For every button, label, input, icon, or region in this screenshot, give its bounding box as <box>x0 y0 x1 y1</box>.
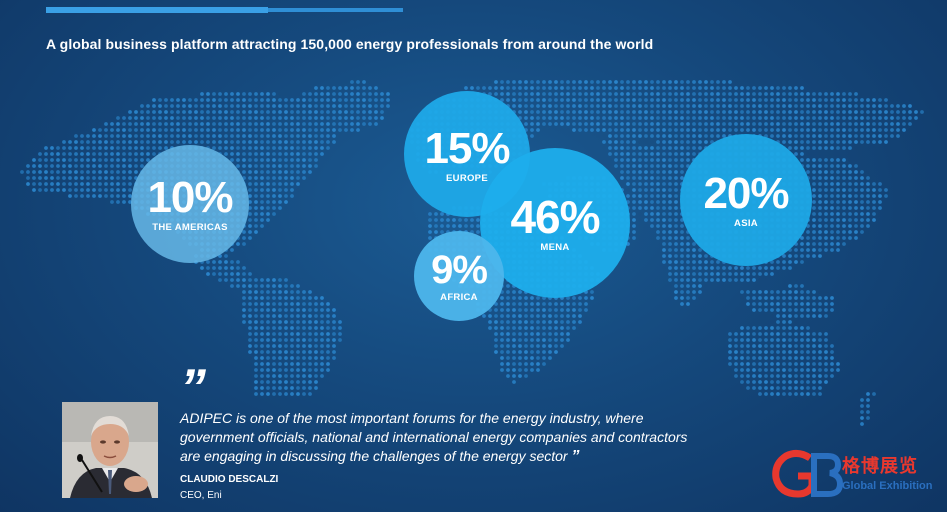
bubble-the-americas: 10% THE AMERICAS <box>131 145 249 263</box>
mena-percent: 46% <box>510 190 600 243</box>
africa-label: AFRICA <box>440 291 478 303</box>
headline: A global business platform attracting 15… <box>46 36 654 52</box>
mena-label: MENA <box>540 241 570 253</box>
logo-chinese-text: 格博展览 <box>842 456 918 476</box>
close-quote-mark: ” <box>571 448 580 465</box>
americas-label: THE AMERICAS <box>152 221 228 233</box>
europe-label: EUROPE <box>446 173 488 184</box>
asia-label: ASIA <box>734 217 758 229</box>
bubble-africa: 9% AFRICA <box>414 231 504 321</box>
logo-english-text: Global Exhibition <box>842 480 933 492</box>
testimonial-quote: ADIPEC is one of the most important foru… <box>180 409 710 466</box>
africa-percent: 9% <box>431 247 488 292</box>
speaker-role: CEO, Eni <box>180 490 222 501</box>
bubble-mena: 46% MENA <box>480 148 630 298</box>
asia-percent: 20% <box>703 168 789 218</box>
quote-text: ADIPEC is one of the most important foru… <box>180 410 688 464</box>
open-quote-mark: ” <box>180 359 206 417</box>
speaker-name: CLAUDIO DESCALZI <box>180 474 279 485</box>
logo-letters: GB <box>799 483 801 485</box>
speaker-photo <box>62 402 158 498</box>
top-accent-bar <box>46 7 403 13</box>
europe-percent: 15% <box>424 124 510 173</box>
bubble-asia: 20% ASIA <box>680 134 812 266</box>
gb-logo-mark: GB <box>772 449 844 498</box>
americas-percent: 10% <box>147 172 233 222</box>
